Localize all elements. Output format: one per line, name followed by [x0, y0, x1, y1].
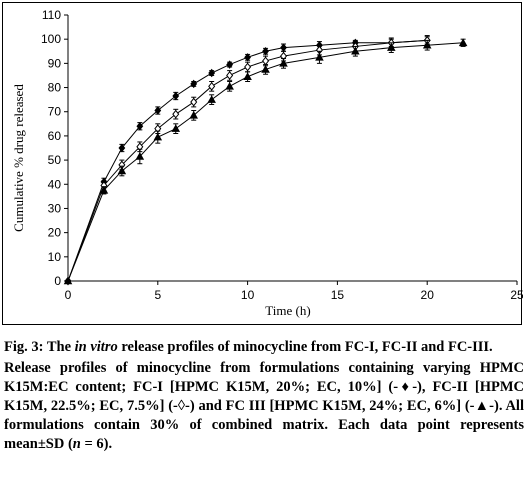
data-point: [225, 81, 234, 90]
data-point: [117, 166, 127, 175]
caption-title: Fig. 3: The in vitro release profiles of…: [4, 339, 493, 355]
data-point: [351, 46, 360, 55]
data-point: [207, 95, 216, 103]
data-point: [262, 47, 269, 56]
y-tick-label-6: 60: [48, 129, 62, 143]
x-tick-label-0: 0: [65, 288, 72, 302]
data-point: [226, 60, 234, 69]
data-point: [190, 79, 198, 89]
y-tick-label-11: 110: [42, 8, 61, 22]
data-point: [172, 91, 180, 101]
y-tick-label-7: 70: [48, 105, 62, 119]
data-point: [154, 106, 162, 115]
data-point: [458, 38, 468, 47]
data-point: [172, 109, 180, 119]
data-point: [190, 97, 198, 107]
y-tick-label-9: 90: [48, 56, 62, 70]
data-point: [99, 185, 109, 194]
release-profile-chart: 0 10 20 30 40 50 60 70 80 90 100 110 0 5 10 15 20 25 Cumu…: [11, 8, 523, 318]
data-point: [136, 121, 144, 131]
data-point: [243, 72, 252, 80]
x-tick-label-3: 15: [331, 288, 345, 302]
caption-description: Release profiles of minocycline from for…: [4, 360, 524, 452]
axes: 0 10 20 30 40 50 60 70 80 90 100 110 0 5 10 15 20 25: [41, 8, 523, 302]
x-tick-label-5: 25: [510, 288, 523, 302]
y-tick-label-2: 20: [48, 226, 62, 240]
data-point: [208, 68, 216, 78]
data-point: [315, 52, 324, 61]
x-axis-title: Time (h): [265, 303, 310, 318]
y-tick-label-0: 0: [54, 274, 61, 288]
y-tick-label-8: 80: [48, 81, 62, 95]
data-point: [171, 124, 181, 132]
data-point: [422, 40, 432, 49]
data-point: [118, 143, 126, 153]
data-point: [63, 276, 73, 285]
series-line-fc-i: [67, 39, 428, 282]
data-point: [244, 53, 251, 62]
data-point: [226, 71, 234, 80]
data-point: [135, 152, 145, 160]
y-tick-label-1: 10: [48, 250, 62, 264]
data-point: [387, 43, 396, 51]
x-tick-label-1: 5: [154, 288, 161, 302]
series-line-fc-ii: [67, 39, 428, 282]
x-tick-label-2: 10: [241, 288, 255, 302]
data-point: [153, 132, 163, 141]
data-point: [208, 81, 216, 91]
chart-frame: 0 10 20 30 40 50 60 70 80 90 100 110 0 5 10 15 20 25 Cumu…: [2, 2, 523, 325]
series-line-fc-iii: [67, 42, 464, 282]
series-fc-iii: [63, 38, 468, 285]
data-point: [279, 58, 288, 67]
data-point: [189, 110, 198, 119]
y-axis-title: Cumulative % drug released: [11, 84, 26, 232]
data-point: [262, 56, 270, 66]
figure-caption: Fig. 3: The in vitro release profiles of…: [4, 338, 524, 454]
series-layer: [63, 35, 468, 286]
data-point: [261, 64, 270, 73]
y-tick-label-10: 100: [41, 32, 61, 46]
y-tick-label-4: 40: [48, 177, 62, 191]
data-point: [244, 62, 252, 72]
x-tick-label-4: 20: [421, 288, 435, 302]
data-point: [280, 43, 287, 52]
y-tick-label-3: 30: [48, 201, 62, 215]
y-tick-label-5: 50: [48, 153, 62, 167]
